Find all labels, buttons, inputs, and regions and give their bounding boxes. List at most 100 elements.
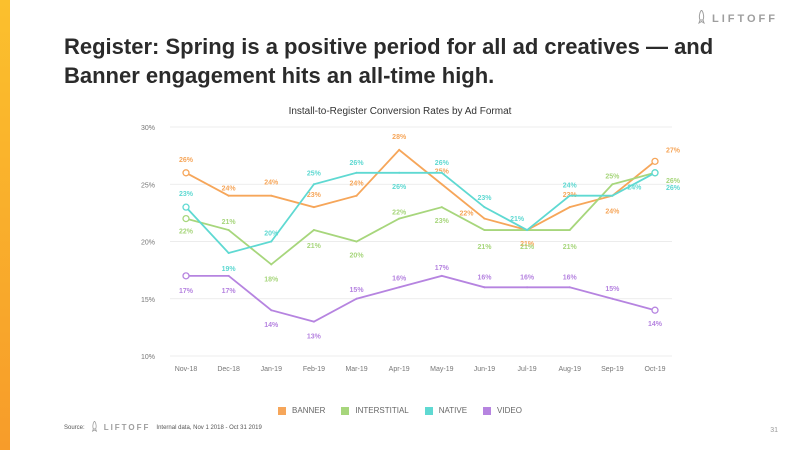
data-label-banner: 25%	[435, 168, 450, 175]
data-label-video: 16%	[392, 275, 407, 282]
data-point-video	[440, 274, 443, 277]
y-tick-label: 20%	[141, 240, 155, 247]
data-point-banner	[355, 194, 358, 197]
legend-swatch	[278, 406, 287, 415]
data-label-video: 17%	[435, 265, 450, 272]
legend-swatch	[483, 406, 492, 415]
data-point-native	[611, 194, 614, 197]
x-tick-label: Mar-19	[345, 366, 367, 373]
data-point-video	[182, 272, 190, 280]
data-label-interstitial: 18%	[264, 276, 279, 283]
data-point-native	[312, 183, 315, 186]
footer: Source: LIFTOFF Internal data, Nov 1 201…	[64, 420, 262, 434]
x-tick-label: May-19	[430, 366, 453, 373]
y-tick-label: 25%	[141, 182, 155, 189]
data-point-video	[355, 297, 358, 300]
x-tick-label: Oct-19	[644, 366, 665, 373]
data-label-native: 24%	[563, 183, 578, 190]
data-point-banner	[651, 157, 659, 166]
data-label-video: 16%	[563, 274, 578, 281]
data-label-video: 13%	[307, 334, 322, 341]
data-point-video	[270, 309, 273, 312]
data-point-native	[182, 203, 190, 211]
data-label-native: 21%	[510, 216, 525, 223]
data-point-interstitial	[182, 214, 190, 223]
data-point-native	[227, 251, 230, 254]
series-line-video	[186, 274, 656, 323]
data-point-interstitial	[440, 206, 443, 209]
data-point-banner	[270, 194, 273, 197]
data-point-banner	[182, 169, 190, 177]
page-title: Register: Spring is a positive period fo…	[64, 32, 764, 90]
data-point-interstitial	[227, 229, 230, 232]
x-tick-label: Nov-18	[175, 366, 198, 373]
data-label-video: 14%	[264, 322, 279, 329]
data-point-video	[526, 286, 529, 289]
x-tick-label: Jul-19	[518, 366, 537, 373]
x-tick-label: Sep-19	[601, 366, 624, 373]
data-label-interstitial: 22%	[392, 210, 407, 217]
brand-name: LIFTOFF	[711, 12, 778, 25]
legend-item-native: NATIVE	[424, 406, 468, 415]
data-point-native	[651, 169, 659, 177]
y-tick-label: 15%	[141, 297, 155, 304]
data-point-interstitial	[398, 217, 401, 220]
y-tick-label: 30%	[141, 125, 155, 132]
x-tick-label: Jun-19	[474, 366, 496, 373]
data-label-interstitial: 25%	[605, 173, 620, 180]
data-label-banner: 22%	[459, 211, 474, 218]
legend-label: VIDEO	[497, 406, 522, 415]
chart-title: Install-to-Register Conversion Rates by …	[288, 106, 512, 117]
page-number: 31	[770, 427, 778, 434]
data-point-banner	[440, 183, 443, 186]
data-point-interstitial	[355, 240, 358, 243]
series-line-interstitial	[185, 171, 656, 266]
series-line-native	[185, 171, 656, 254]
data-point-interstitial	[312, 229, 315, 232]
data-label-interstitial: 21%	[477, 244, 492, 251]
data-label-banner: 24%	[222, 186, 237, 193]
data-label-video: 16%	[477, 274, 492, 281]
legend-label: INTERSTITIAL	[355, 406, 409, 415]
x-tick-label: Dec-18	[217, 366, 240, 373]
legend-item-video: VIDEO	[483, 406, 522, 415]
x-tick-label: Aug-19	[558, 366, 581, 373]
data-point-interstitial	[611, 183, 614, 186]
data-point-native	[526, 229, 529, 232]
data-label-native: 23%	[477, 195, 492, 202]
data-point-interstitial	[568, 229, 571, 232]
data-label-native: 20%	[264, 231, 279, 238]
legend-item-interstitial: INTERSTITIAL	[341, 406, 409, 415]
data-label-banner: 24%	[264, 180, 279, 187]
data-point-native	[270, 240, 273, 243]
data-point-video	[312, 320, 315, 323]
chart-legend: BANNER INTERSTITIAL NATIVE VIDEO	[0, 406, 800, 415]
data-label-video: 15%	[605, 286, 620, 293]
source-note: Internal data, Nov 1 2018 - Oct 31 2019	[156, 424, 262, 431]
data-label-native: 24%	[627, 185, 642, 192]
series-line-banner	[185, 148, 656, 232]
x-tick-label: Apr-19	[389, 366, 410, 373]
legend-label: NATIVE	[438, 406, 468, 415]
legend-item-banner: BANNER	[278, 406, 325, 415]
data-label-video: 16%	[520, 274, 535, 281]
x-tick-label: Feb-19	[303, 366, 325, 373]
data-point-native	[398, 171, 401, 174]
accent-bar	[0, 0, 10, 450]
data-label-native: 26%	[435, 160, 450, 167]
data-label-native: 26%	[666, 185, 681, 192]
data-label-interstitial: 20%	[350, 253, 365, 260]
data-label-video: 15%	[350, 287, 365, 294]
page-title-line-1: Register: Spring is a positive period fo…	[64, 34, 714, 59]
data-point-native	[355, 171, 358, 174]
data-point-banner	[398, 148, 401, 151]
legend-label: BANNER	[292, 406, 326, 415]
data-label-interstitial: 21%	[563, 244, 578, 251]
data-label-banner: 24%	[605, 209, 620, 216]
data-label-interstitial: 23%	[435, 218, 450, 225]
source-label: Source:	[64, 424, 85, 431]
data-point-banner	[483, 217, 486, 220]
data-label-banner: 21%	[520, 241, 535, 248]
data-point-interstitial	[483, 229, 486, 232]
